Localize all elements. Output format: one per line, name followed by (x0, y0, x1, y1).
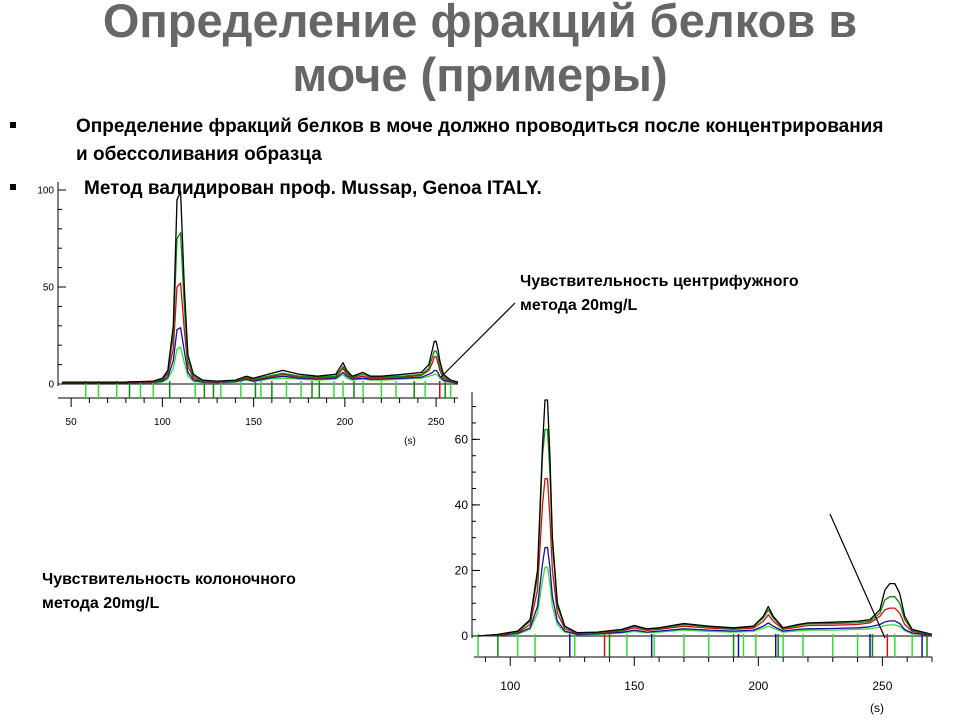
caption-column-method: Чувствительность колоночного метода 20mg… (42, 571, 296, 612)
y-tick-label: 40 (455, 498, 469, 512)
y-tick-label: 50 (43, 282, 55, 293)
series-line-green (477, 428, 933, 637)
y-tick-label: 20 (455, 563, 469, 577)
series-line-black (62, 191, 459, 383)
series-line-blue (62, 327, 459, 384)
x-tick-label: 250 (428, 417, 445, 428)
bullet-text-1: Определение фракций белков в моче должно… (76, 116, 884, 165)
x-tick-label: 200 (337, 417, 354, 428)
y-tick-label: 60 (455, 432, 469, 446)
series-line-red (62, 282, 459, 384)
x-axis-label: (s) (404, 436, 416, 447)
series-line-lightgreen (477, 566, 933, 637)
y-tick-label: 0 (48, 379, 54, 390)
x-axis-label: (s) (870, 701, 884, 715)
series-line-black (477, 399, 933, 637)
x-tick-label: 150 (245, 417, 262, 428)
bullet-text-2: Метод валидирован проф. Mussap, Genoa IT… (84, 178, 542, 199)
x-tick-label: 200 (748, 679, 768, 693)
y-tick-label: 100 (37, 185, 54, 196)
x-tick-label: 150 (624, 679, 644, 693)
series-line-blue (477, 546, 933, 637)
pointer-line-centrifuge (440, 302, 516, 378)
caption-centrifuge-method: Чувствительность центрифужного метода 20… (520, 273, 799, 314)
series-line-lightgreen (62, 346, 459, 384)
bullet-marker-1 (10, 122, 16, 128)
pointer-line-column (829, 513, 886, 639)
slide-title: Определение фракций белков в моче (приме… (102, 0, 858, 101)
x-tick-label: 50 (66, 417, 78, 428)
bullet-marker-2 (10, 184, 16, 190)
x-tick-label: 250 (872, 679, 892, 693)
x-tick-label: 100 (154, 417, 171, 428)
series-line-green (62, 232, 459, 383)
y-tick-label: 0 (461, 629, 468, 643)
series-line-red (477, 478, 933, 637)
x-tick-label: 100 (500, 679, 520, 693)
